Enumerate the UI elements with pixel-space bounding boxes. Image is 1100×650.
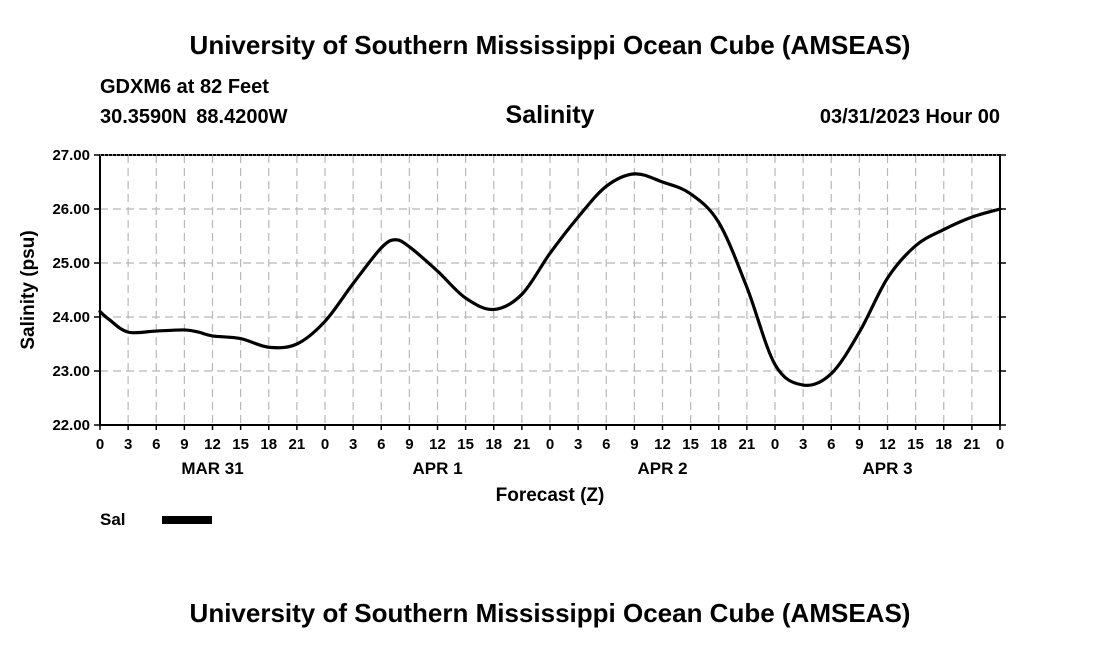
x-tick-label: 0 xyxy=(771,436,779,453)
x-tick-label: 0 xyxy=(321,436,329,453)
x-tick-label: 3 xyxy=(799,436,807,453)
x-tick-label: 6 xyxy=(602,436,610,453)
day-label: MAR 31 xyxy=(181,459,243,478)
x-tick-label: 12 xyxy=(654,436,671,453)
axis-ticks xyxy=(94,154,1006,430)
y-tick-label: 24.00 xyxy=(52,309,90,326)
x-tick-label: 0 xyxy=(96,436,104,453)
x-tick-label: 21 xyxy=(964,436,981,453)
x-tick-label: 18 xyxy=(935,436,952,453)
day-label: APR 1 xyxy=(412,459,462,478)
x-tick-label: 3 xyxy=(349,436,357,453)
x-tick-label: 0 xyxy=(996,436,1004,453)
x-tick-label: 9 xyxy=(405,436,413,453)
footer-title: University of Southern Mississippi Ocean… xyxy=(189,598,911,628)
x-tick-label: 0 xyxy=(546,436,554,453)
y-tick-label: 23.00 xyxy=(52,363,90,380)
grid-lines xyxy=(100,155,1000,425)
x-axis-title: Forecast (Z) xyxy=(496,485,605,506)
x-tick-label: 21 xyxy=(514,436,531,453)
x-tick-label: 6 xyxy=(377,436,385,453)
x-tick-label: 21 xyxy=(739,436,756,453)
page-title: University of Southern Mississippi Ocean… xyxy=(189,30,911,60)
x-tick-label: 15 xyxy=(232,436,249,453)
axis-labels: 0 3 6 9 12 15 18 21 0 3 6 9 12 15 18 21 0 3 6 9 12 15 18 21 0 3 6 9… xyxy=(52,147,1004,478)
day-label: APR 3 xyxy=(862,459,912,478)
x-tick-label: 9 xyxy=(180,436,188,453)
x-tick-label: 12 xyxy=(429,436,446,453)
coordinates-label: 30.3590N 88.4200W xyxy=(100,106,288,128)
x-tick-label: 15 xyxy=(457,436,474,453)
x-tick-label: 18 xyxy=(485,436,502,453)
y-axis-title: Salinity (psu) xyxy=(18,230,39,349)
x-tick-label: 9 xyxy=(855,436,863,453)
y-tick-label: 27.00 xyxy=(52,147,90,164)
x-tick-label: 12 xyxy=(879,436,896,453)
x-tick-label: 6 xyxy=(827,436,835,453)
x-tick-label: 18 xyxy=(710,436,727,453)
x-tick-label: 12 xyxy=(204,436,221,453)
salinity-line xyxy=(98,172,1002,387)
y-tick-label: 22.00 xyxy=(52,417,90,434)
x-tick-label: 9 xyxy=(630,436,638,453)
day-label: APR 2 xyxy=(637,459,687,478)
x-tick-label: 15 xyxy=(682,436,699,453)
chart-title: Salinity xyxy=(505,101,595,129)
x-tick-label: 21 xyxy=(289,436,306,453)
legend-swatch xyxy=(162,516,212,524)
legend-label: Sal xyxy=(100,510,126,529)
y-tick-label: 26.00 xyxy=(52,201,90,218)
y-tick-label: 25.00 xyxy=(52,255,90,272)
x-tick-label: 18 xyxy=(260,436,277,453)
x-tick-label: 3 xyxy=(574,436,582,453)
run-time-label: 03/31/2023 Hour 00 xyxy=(819,106,1000,128)
x-tick-label: 6 xyxy=(152,436,160,453)
x-tick-label: 3 xyxy=(124,436,132,453)
series-layer xyxy=(98,172,1002,387)
station-label: GDXM6 at 82 Feet xyxy=(100,76,269,98)
x-tick-label: 15 xyxy=(907,436,924,453)
